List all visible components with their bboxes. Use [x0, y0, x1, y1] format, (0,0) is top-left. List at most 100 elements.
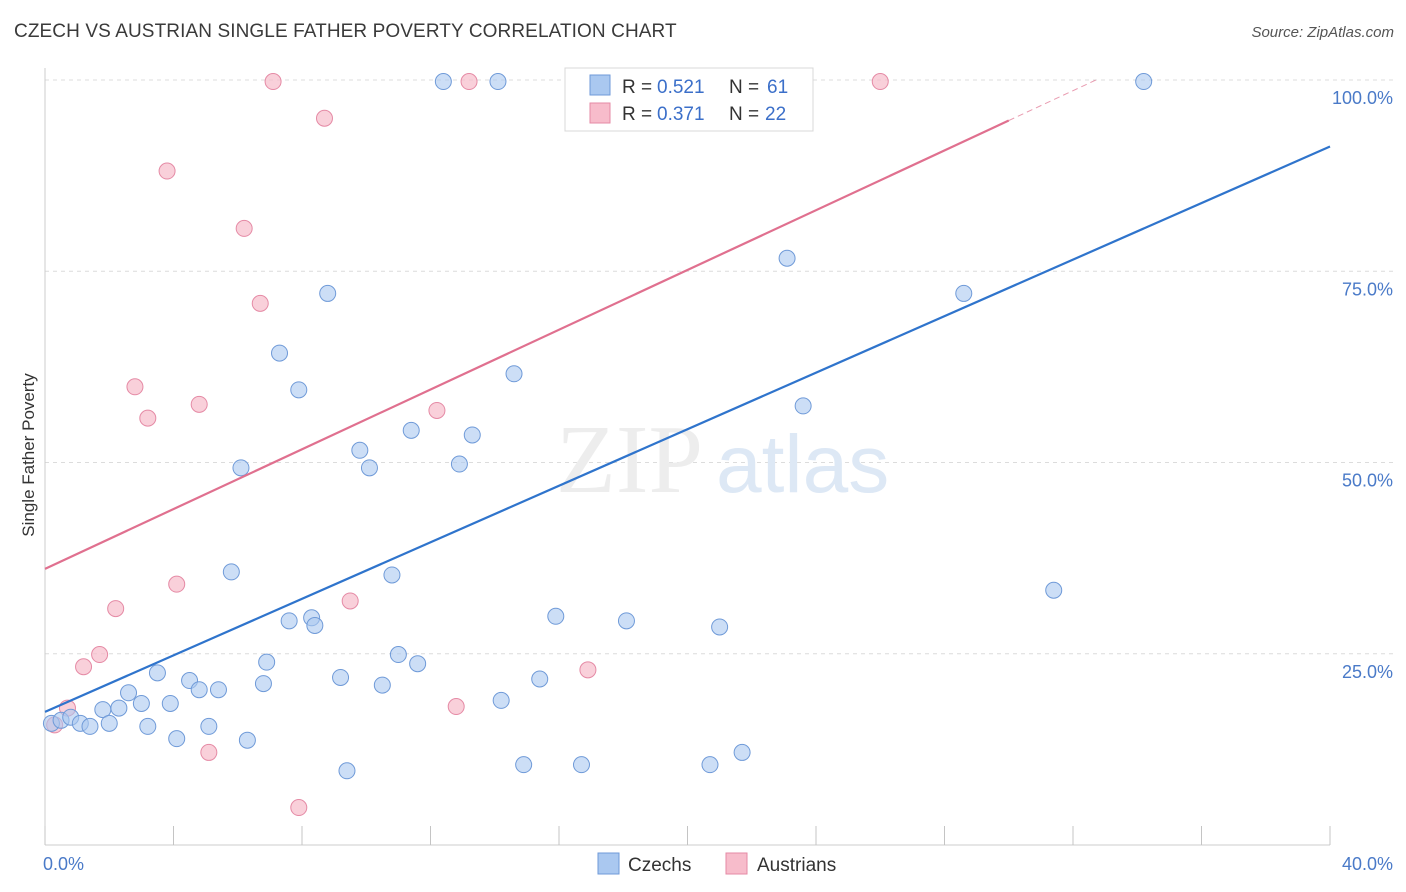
czech-point: [402, 421, 420, 439]
bottom-legend-label-austrians: Austrians: [757, 855, 836, 876]
czech-point: [280, 612, 298, 630]
czech-point: [547, 607, 565, 625]
czech-point: [254, 675, 272, 693]
watermark-atlas: atlas: [716, 419, 889, 510]
czech-point: [168, 730, 186, 748]
czech-point: [290, 381, 308, 399]
chart-title: CZECH VS AUSTRIAN SINGLE FATHER POVERTY …: [14, 21, 677, 42]
austrian-point: [428, 401, 446, 419]
czech-point: [711, 618, 729, 636]
czech-point: [319, 284, 337, 302]
czech-point: [148, 664, 166, 682]
austrian-point: [168, 575, 186, 593]
czech-point: [492, 691, 510, 709]
czech-point: [360, 459, 378, 477]
czech-point: [209, 681, 227, 699]
x-tick-label: 40.0%: [1342, 854, 1393, 874]
austrian-point: [158, 162, 176, 180]
watermark-zip: ZIP: [556, 406, 703, 514]
czech-point: [434, 73, 452, 91]
legend-r-label-czechs: R =: [622, 77, 652, 98]
czech-point: [733, 743, 751, 761]
czech-point: [794, 397, 812, 415]
czech-point: [161, 694, 179, 712]
austrian-point: [579, 661, 597, 679]
austrian-point: [290, 799, 308, 817]
legend-n-label-czechs: N =: [729, 77, 759, 98]
austrian-point: [264, 73, 282, 91]
tick-labels: 25.0% 50.0% 75.0% 100.0% 0.0% 40.0%: [43, 88, 1393, 874]
y-tick-label: 25.0%: [1342, 662, 1393, 682]
czech-point: [139, 717, 157, 735]
czech-point: [100, 714, 118, 732]
legend-r-value-austrians: 0.371: [657, 104, 705, 125]
austrian-trend-extension: [1008, 79, 1097, 121]
czech-point: [389, 646, 407, 664]
czech-point: [81, 717, 99, 735]
czech-point: [489, 73, 507, 91]
czech-point: [515, 756, 533, 774]
austrian-point: [190, 395, 208, 413]
czech-point: [351, 441, 369, 459]
legend-r-value-czechs: 0.521: [657, 77, 705, 98]
czech-point: [463, 426, 481, 444]
y-tick-label: 100.0%: [1332, 88, 1393, 108]
legend-n-value-czechs: 61: [767, 77, 788, 98]
czech-point: [132, 694, 150, 712]
czech-point: [701, 756, 719, 774]
czech-point: [110, 699, 128, 717]
y-axis-title: Single Father Poverty: [19, 373, 38, 537]
legend: R = 0.521 N = 61 R = 0.371 N = 22: [564, 67, 814, 132]
czech-point: [1045, 581, 1063, 599]
czech-point: [617, 612, 635, 630]
austrian-point: [251, 294, 269, 312]
czech-point: [238, 731, 256, 749]
czech-point: [373, 676, 391, 694]
trend-lines: [44, 79, 1331, 713]
axes: [44, 68, 1331, 846]
legend-swatch-czechs: [589, 74, 611, 96]
legend-n-label-austrians: N =: [729, 104, 759, 125]
austrian-point: [126, 378, 144, 396]
czech-point: [120, 684, 138, 702]
czech-trend-line: [44, 145, 1331, 713]
austrian-trend-line: [44, 119, 1010, 570]
czech-point: [505, 365, 523, 383]
czech-point: [531, 670, 549, 688]
legend-r-label-austrians: R =: [622, 104, 652, 125]
czech-point: [409, 655, 427, 673]
bottom-legend-swatch-austrians: [725, 852, 748, 875]
x-tick-label: 0.0%: [43, 854, 84, 874]
bottom-legend-label-czechs: Czechs: [628, 855, 691, 876]
czech-point: [200, 717, 218, 735]
czech-point: [572, 756, 590, 774]
austrian-point: [341, 592, 359, 610]
austrian-point: [460, 73, 478, 91]
czech-point: [1135, 73, 1153, 91]
austrian-point: [91, 646, 109, 664]
czech-point: [383, 566, 401, 584]
legend-n-value-austrians: 22: [765, 104, 786, 125]
czech-point: [338, 762, 356, 780]
austrian-point: [447, 698, 465, 716]
bottom-legend-swatch-czechs: [597, 852, 620, 875]
czech-point: [222, 563, 240, 581]
gridlines: [45, 79, 1395, 655]
czech-point: [332, 668, 350, 686]
austrian-point: [315, 109, 333, 127]
czech-point: [450, 455, 468, 473]
czech-point: [232, 459, 250, 477]
legend-swatch-austrians: [589, 102, 611, 124]
austrian-point: [107, 600, 125, 618]
source-credit: Source: ZipAtlas.com: [1251, 24, 1394, 41]
czech-point: [955, 284, 973, 302]
series-austrians-points: [46, 73, 889, 817]
watermark: ZIP atlas: [556, 406, 889, 514]
czech-point: [258, 653, 276, 671]
austrian-point: [235, 219, 253, 237]
bottom-legend: Czechs Austrians: [597, 852, 836, 876]
austrian-point: [139, 409, 157, 427]
austrian-point: [75, 658, 93, 676]
y-tick-label: 75.0%: [1342, 279, 1393, 299]
